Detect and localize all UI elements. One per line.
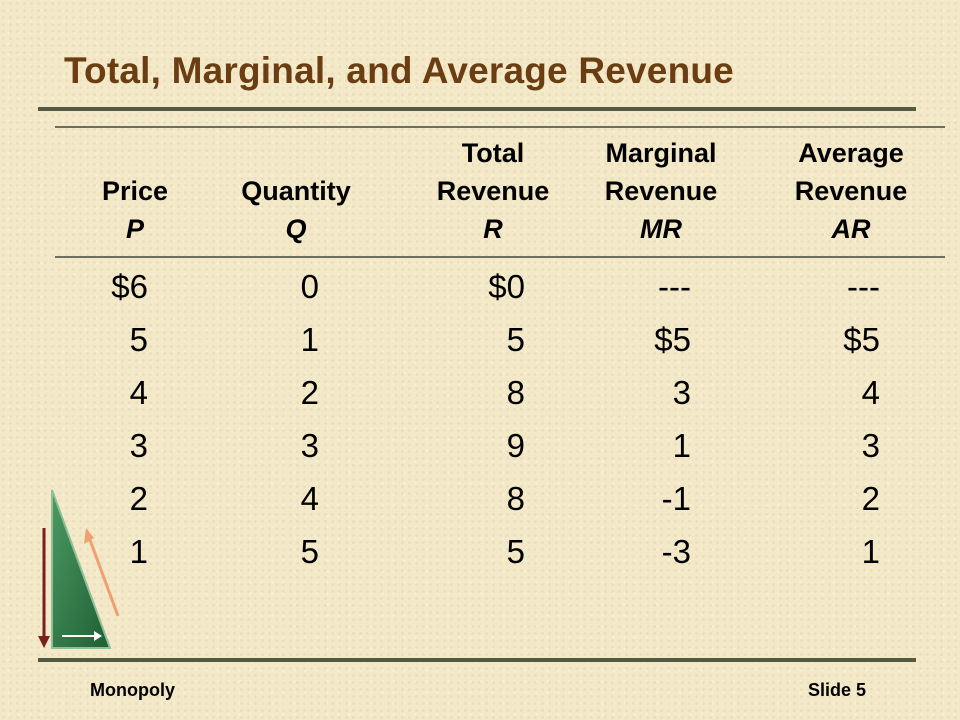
average-revenue-cell: 2 (861, 480, 880, 517)
average-revenue-cell: --- (847, 268, 880, 305)
average-revenue-cell: 1 (861, 533, 880, 570)
header-quantity-symbol: Q (285, 214, 307, 244)
header-average-revenue-line2: Revenue (794, 176, 908, 206)
marginal-revenue-cell: 3 (672, 374, 691, 411)
total-revenue-cell: 5 (506, 321, 525, 358)
header-average-revenue-symbol: AR (831, 214, 871, 244)
price-cell: 5 (129, 321, 148, 358)
column-price: $6 5 4 3 2 1 (28, 264, 148, 582)
table-header-rule (55, 256, 945, 258)
price-cell: 3 (129, 427, 148, 464)
average-revenue-cell: 4 (861, 374, 880, 411)
header-marginal-revenue-line2: Revenue (604, 176, 718, 206)
header-total-revenue-line1: Total (461, 138, 525, 168)
header-quantity: Quantity Q (196, 134, 396, 248)
header-price-line2: Price (101, 176, 169, 206)
footer-section-label: Monopoly (90, 680, 175, 700)
header-average-revenue: Average Revenue AR (751, 134, 951, 248)
marginal-revenue-cell: -3 (661, 533, 691, 570)
marginal-revenue-cell: 1 (672, 427, 691, 464)
footer-slide-number: Slide 5 (807, 680, 866, 700)
average-revenue-cell: 3 (861, 427, 880, 464)
header-marginal-revenue-symbol: MR (640, 214, 682, 244)
header-total-revenue-line2: Revenue (436, 176, 550, 206)
header-marginal-revenue-line1: Marginal (605, 138, 717, 168)
total-revenue-cell: 9 (506, 427, 525, 464)
price-cell: 1 (129, 533, 148, 570)
column-average-revenue: --- $5 4 3 2 1 (760, 264, 880, 582)
price-cell: 4 (129, 374, 148, 411)
column-total-revenue: $0 5 8 9 8 5 (405, 264, 525, 582)
quantity-cell: 5 (300, 533, 319, 570)
quantity-cell: 0 (300, 268, 319, 305)
header-total-revenue: Total Revenue R (393, 134, 593, 248)
footer-divider (38, 658, 916, 662)
marginal-revenue-cell: $5 (654, 321, 691, 358)
total-revenue-cell: 8 (506, 374, 525, 411)
header-price: Price P (35, 134, 235, 248)
quantity-cell: 3 (300, 427, 319, 464)
total-revenue-cell: $0 (488, 268, 525, 305)
price-cell: 2 (129, 480, 148, 517)
green-triangle-arrows-icon (38, 489, 120, 649)
marginal-revenue-cell: -1 (661, 480, 691, 517)
average-revenue-cell: $5 (843, 321, 880, 358)
quantity-cell: 4 (300, 480, 319, 517)
header-total-revenue-symbol: R (483, 214, 503, 244)
header-quantity-line1 (196, 134, 396, 172)
total-revenue-cell: 5 (506, 533, 525, 570)
header-quantity-line2: Quantity (241, 176, 351, 206)
price-cell: $6 (111, 268, 148, 305)
header-price-symbol: P (125, 214, 144, 244)
quantity-cell: 1 (300, 321, 319, 358)
header-marginal-revenue: Marginal Revenue MR (561, 134, 761, 248)
quantity-cell: 2 (300, 374, 319, 411)
table-top-rule (55, 126, 945, 128)
column-quantity: 0 1 2 3 4 5 (199, 264, 319, 582)
title-divider (38, 107, 916, 111)
slide-title: Total, Marginal, and Average Revenue (64, 50, 734, 91)
marginal-revenue-cell: --- (658, 268, 691, 305)
header-average-revenue-line1: Average (798, 138, 904, 168)
total-revenue-cell: 8 (506, 480, 525, 517)
column-marginal-revenue: --- $5 3 1 -1 -3 (571, 264, 691, 582)
